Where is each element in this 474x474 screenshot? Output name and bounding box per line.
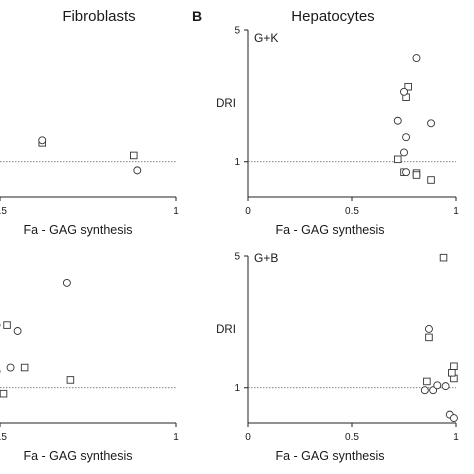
circle-marker	[433, 381, 442, 390]
circle-marker	[38, 136, 47, 145]
panel-top-right: 0 0.5 1 1 5 Fa - GAG synthesis DRI G+K	[216, 26, 459, 238]
x-tick-label: 0.5	[0, 432, 7, 443]
x-tick-label: 1	[173, 206, 179, 217]
y-tick-label: 1	[234, 157, 240, 168]
y-tick-label: 5	[234, 252, 240, 263]
hepatocytes-title: Hepatocytes	[291, 8, 374, 25]
combination-label: G+B	[254, 251, 278, 265]
circle-marker	[62, 278, 71, 287]
square-marker	[412, 171, 421, 179]
square-marker	[439, 253, 448, 262]
circle-marker	[6, 363, 15, 372]
square-marker	[3, 321, 11, 329]
circle-marker	[420, 386, 429, 395]
square-marker	[20, 363, 29, 372]
x-axis-title: Fa - GAG synthesis	[275, 223, 384, 237]
panel-letter-b: B	[192, 8, 202, 24]
circle-marker	[412, 54, 421, 62]
circle-marker	[441, 382, 450, 391]
fibroblasts-title: Fibroblasts	[62, 8, 135, 25]
square-marker	[0, 389, 8, 398]
circle-marker	[393, 116, 402, 125]
circle-marker	[400, 87, 408, 96]
x-tick-label: 0	[245, 432, 251, 443]
panel-top-left: 0.5 1 Fa - GAG synthesis	[0, 136, 179, 237]
x-axis-title: Fa - GAG synthesis	[23, 223, 132, 237]
circle-marker	[402, 133, 411, 142]
x-axis-title: Fa - GAG synthesis	[23, 449, 132, 463]
square-marker	[404, 82, 412, 91]
y-tick-label: 5	[234, 26, 240, 37]
x-tick-label: 0.5	[345, 206, 359, 217]
combination-label: G+K	[254, 31, 278, 45]
x-tick-label: 1	[453, 206, 459, 217]
circle-marker	[400, 148, 408, 157]
panel-bottom-right: 0 0.5 1 1 5 Fa - GAG synthesis DRI G+B	[216, 251, 459, 463]
y-axis-title: DRI	[216, 98, 236, 110]
square-marker	[448, 369, 456, 377]
square-marker	[427, 176, 435, 184]
square-marker	[450, 362, 458, 371]
x-tick-label: 0.5	[345, 432, 359, 443]
panel-bottom-left: 0.5 1 Fa - GAG synthesis	[0, 278, 179, 463]
circle-marker	[429, 386, 438, 395]
circle-marker	[402, 168, 411, 177]
scatter-panels: 0.5 1 Fa - GAG synthesis 0 0.5 1 1 5 Fa - GAG sy…	[0, 26, 459, 463]
circle-marker	[13, 327, 22, 335]
square-marker	[423, 377, 431, 386]
circle-marker	[425, 325, 433, 333]
x-tick-label: 1	[453, 432, 459, 443]
x-axis-title: Fa - GAG synthesis	[275, 449, 384, 463]
square-marker	[394, 155, 402, 164]
x-tick-label: 0	[245, 206, 251, 217]
square-marker	[425, 333, 433, 342]
square-marker	[130, 151, 138, 160]
y-tick-label: 1	[234, 383, 240, 394]
circle-marker	[449, 414, 458, 423]
x-tick-label: 0.5	[0, 206, 7, 217]
square-marker	[66, 376, 75, 384]
x-tick-label: 1	[173, 432, 179, 443]
circle-marker	[427, 119, 435, 128]
circle-marker	[133, 166, 142, 175]
y-axis-title: DRI	[216, 324, 236, 336]
